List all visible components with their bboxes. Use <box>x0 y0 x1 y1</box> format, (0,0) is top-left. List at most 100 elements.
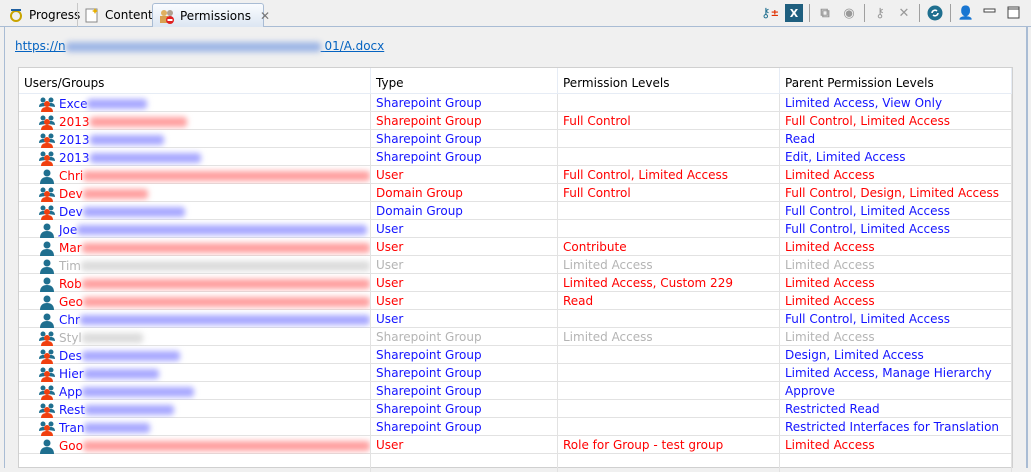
redacted-name <box>89 153 201 163</box>
type-cell: User <box>371 274 558 292</box>
type-cell: Sharepoint Group <box>371 94 558 112</box>
redacted-name <box>81 243 370 253</box>
type-cell: Sharepoint Group <box>371 328 558 346</box>
table-row[interactable]: Mar User Contribute Limited Access <box>19 238 1012 256</box>
column-header-parent-permission-levels[interactable]: Parent Permission Levels <box>780 68 1012 94</box>
user-group-name: Des <box>59 349 82 363</box>
parent-permission-levels-cell: Limited Access <box>780 274 1012 292</box>
user-lock-icon[interactable]: 👤 <box>957 5 975 21</box>
table-row[interactable]: Dev Domain Group Full Control Full Contr… <box>19 184 1012 202</box>
group-icon <box>39 132 55 148</box>
type-cell: User <box>371 220 558 238</box>
delete-icon[interactable]: ✕ <box>898 5 910 21</box>
redacted-name <box>82 387 195 397</box>
view-toolbar: ⚷ ± X ⧉ ◉ ⚷ ✕ 👤 <box>761 4 1023 22</box>
user-icon <box>39 438 55 454</box>
add-remove-permission-icon[interactable]: ⚷ ± <box>761 5 779 21</box>
table-row[interactable]: 2013 Sharepoint Group Full Control Full … <box>19 112 1012 130</box>
redacted-name <box>84 423 151 433</box>
table-row[interactable]: Rob User Limited Access, Custom 229 Limi… <box>19 274 1012 292</box>
permission-levels-cell: Read <box>558 292 780 310</box>
group-icon <box>39 348 55 364</box>
parent-permission-levels-cell: Design, Limited Access <box>780 346 1012 364</box>
tab-label: Permissions <box>180 8 251 23</box>
user-group-name: Mar <box>59 241 82 255</box>
type-cell: User <box>371 238 558 256</box>
refresh-icon[interactable] <box>926 4 944 22</box>
parent-permission-levels-cell: Full Control, Limited Access <box>780 202 1012 220</box>
parent-permission-levels-cell: Full Control, Limited Access <box>780 112 1012 130</box>
redacted-url <box>65 41 321 52</box>
table-row[interactable]: 2013 Sharepoint Group Edit, Limited Acce… <box>19 148 1012 166</box>
tab-label: Progress <box>29 8 81 22</box>
type-cell: Sharepoint Group <box>371 400 558 418</box>
tab-label: Contents <box>105 8 159 22</box>
permission-levels-cell <box>558 418 780 436</box>
preview-icon[interactable]: ◉ <box>843 5 855 21</box>
table-row[interactable]: Dev Domain Group Full Control, Limited A… <box>19 202 1012 220</box>
table-row[interactable]: Joe User Full Control, Limited Access <box>19 220 1012 238</box>
user-icon <box>39 240 55 256</box>
empty-row <box>19 454 1012 472</box>
column-header-type[interactable]: Type <box>371 68 558 94</box>
permission-levels-cell: Role for Group - test group <box>558 436 780 454</box>
column-header-users-groups[interactable]: Users/Groups <box>19 68 371 94</box>
user-group-cell: Rest <box>19 400 371 418</box>
table-row[interactable]: 2013 Sharepoint Group Read <box>19 130 1012 148</box>
permission-levels-cell: Full Control, Limited Access <box>558 166 780 184</box>
redacted-name <box>83 369 159 379</box>
maximize-icon[interactable] <box>1005 4 1023 22</box>
type-cell: Sharepoint Group <box>371 130 558 148</box>
user-group-name: App <box>59 385 83 399</box>
minimize-icon[interactable] <box>981 4 999 22</box>
edit-permission-icon[interactable]: ⚷ <box>875 5 885 21</box>
redacted-name <box>85 405 175 415</box>
column-header-permission-levels[interactable]: Permission Levels <box>558 68 780 94</box>
tab-progress[interactable]: Progress <box>2 3 80 27</box>
close-tab-icon[interactable]: ✕ <box>259 8 271 23</box>
table-row[interactable]: Styl Sharepoint Group Limited Access Lim… <box>19 328 1012 346</box>
user-group-cell: Geo <box>19 292 371 310</box>
user-group-name: Chr <box>59 313 80 327</box>
table-row[interactable]: Hier Sharepoint Group Limited Access, Ma… <box>19 364 1012 382</box>
parent-permission-levels-cell: Limited Access, View Only <box>780 94 1012 112</box>
export-excel-icon[interactable]: X <box>785 4 803 22</box>
copy-window-icon[interactable]: ⧉ <box>820 5 830 21</box>
table-row[interactable]: Tim User Limited Access Limited Access <box>19 256 1012 274</box>
table-row[interactable]: Des Sharepoint Group Design, Limited Acc… <box>19 346 1012 364</box>
redacted-name <box>81 351 180 361</box>
redacted-name <box>89 135 164 145</box>
group-icon <box>39 150 55 166</box>
user-icon <box>39 294 55 310</box>
user-group-name: 2013 <box>59 151 90 165</box>
permission-levels-cell <box>558 382 780 400</box>
redacted-name <box>87 99 148 109</box>
table-row[interactable]: App Sharepoint Group Approve <box>19 382 1012 400</box>
table-row[interactable]: Exce Sharepoint Group Limited Access, Vi… <box>19 94 1012 112</box>
user-group-cell: Tim <box>19 256 371 274</box>
empty-cell <box>371 454 558 472</box>
user-group-cell: Dev <box>19 184 371 202</box>
tab-permissions[interactable]: Permissions ✕ <box>152 3 270 27</box>
group-icon <box>39 366 55 382</box>
table-row[interactable]: Rest Sharepoint Group Restricted Read <box>19 400 1012 418</box>
user-group-cell: Joe <box>19 220 371 238</box>
table-row[interactable]: Chr User Full Control, Limited Access <box>19 310 1012 328</box>
table-row[interactable]: Chri User Full Control, Limited Access L… <box>19 166 1012 184</box>
type-cell: Sharepoint Group <box>371 382 558 400</box>
redacted-name <box>83 297 370 307</box>
url-suffix: 01/A.docx <box>324 39 385 53</box>
tab-contents[interactable]: Contents <box>77 3 159 27</box>
user-group-name: Joe <box>59 223 78 237</box>
user-group-name: Tran <box>59 421 85 435</box>
table-row[interactable]: Goo User Role for Group - test group Lim… <box>19 436 1012 454</box>
document-url-link[interactable]: https://n 01/A.docx <box>15 39 384 53</box>
table-row[interactable]: Geo User Read Limited Access <box>19 292 1012 310</box>
parent-permission-levels-cell: Limited Access <box>780 238 1012 256</box>
redacted-name <box>82 441 370 451</box>
permissions-icon <box>159 8 175 24</box>
group-icon <box>39 384 55 400</box>
redacted-name <box>81 333 143 343</box>
table-row[interactable]: Tran Sharepoint Group Restricted Interfa… <box>19 418 1012 436</box>
group-icon <box>39 204 55 220</box>
